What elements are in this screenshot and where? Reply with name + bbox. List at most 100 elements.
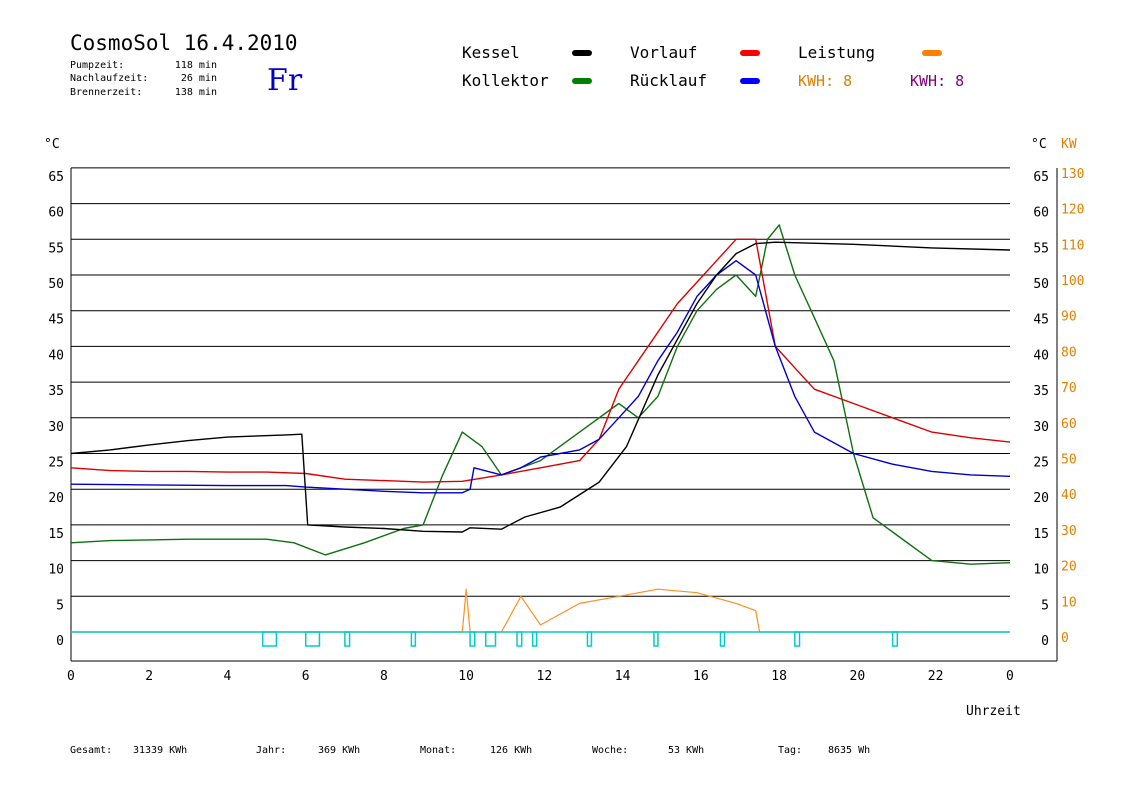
left-tick-label: 35 (48, 384, 64, 399)
legend-vorlauf-swatch (740, 50, 760, 56)
pump-marker (305, 631, 321, 647)
right-axis-unit-kw: KW (1061, 137, 1077, 152)
kw-tick-label: 130 (1061, 167, 1084, 182)
left-tick-label: 5 (56, 598, 64, 613)
footer-label: Jahr: (256, 745, 286, 756)
legend-kessel-label: Kessel (462, 43, 520, 62)
left-tick-label: 60 (48, 206, 64, 221)
left-tick-label: 20 (48, 491, 64, 506)
right-tick-label: 40 (1033, 348, 1049, 363)
x-tick-label: 12 (537, 669, 553, 684)
footer-value: 126 KWh (490, 745, 532, 756)
series-lines (70, 224, 1011, 633)
left-axis-unit: °C (44, 137, 60, 152)
right-tick-label: 65 (1033, 170, 1049, 185)
footer-label: Monat: (420, 745, 456, 756)
nachlaufzeit-value: 26 min (181, 73, 217, 84)
kw-tick-label: 120 (1061, 203, 1084, 218)
right-tick-label: 5 (1041, 598, 1049, 613)
kw-tick-label: 20 (1061, 560, 1077, 575)
kw-tick-label: 110 (1061, 238, 1084, 253)
left-tick-label: 65 (48, 170, 64, 185)
left-tick-label: 45 (48, 313, 64, 328)
right-tick-label: 15 (1033, 527, 1049, 542)
legend-kessel-swatch (572, 50, 592, 56)
left-tick-label: 50 (48, 277, 64, 292)
kw-tick-label: 30 (1061, 524, 1077, 539)
left-tick-label: 25 (48, 456, 64, 471)
legend-vorlauf-label: Vorlauf (630, 43, 697, 62)
pump-marker (891, 631, 899, 647)
legend-leistung-label: Leistung (798, 43, 875, 62)
right-tick-label: 25 (1033, 456, 1049, 471)
x-tick-label: 0 (67, 669, 75, 684)
x-tick-label: 20 (850, 669, 866, 684)
left-tick-label: 40 (48, 348, 64, 363)
pump-markers (71, 631, 1010, 647)
left-tick-label: 10 (48, 563, 64, 578)
right-tick-label: 35 (1033, 384, 1049, 399)
leistung-line (71, 588, 1010, 633)
legend-kollektor-swatch (572, 78, 592, 84)
x-tick-label: 16 (693, 669, 709, 684)
left-tick-label: 30 (48, 420, 64, 435)
ruecklauf-line (70, 260, 1011, 494)
footer-label: Woche: (592, 745, 628, 756)
kw-tick-label: 50 (1061, 453, 1077, 468)
legend-leistung-swatch (922, 50, 942, 56)
footer-value: 53 KWh (668, 745, 704, 756)
footer-value: 31339 KWh (133, 745, 187, 756)
legend-kwh-orange: KWH: 8 (798, 72, 852, 90)
kollektor-line (70, 224, 1011, 565)
left-tick-label: 0 (56, 634, 64, 649)
chart-title: CosmoSol 16.4.2010 (70, 31, 298, 55)
energy-footer: Gesamt: 31339 KWh Jahr: 369 KWh Monat: 126 KW… (70, 745, 870, 756)
kw-tick-label: 100 (1061, 274, 1084, 289)
right-tick-label: 10 (1033, 563, 1049, 578)
legend-kwh-purple: KWH: 8 (910, 72, 964, 90)
pump-marker (719, 631, 726, 647)
brennerzeit-label: Brennerzeit: (70, 87, 142, 98)
pump-marker (484, 631, 497, 647)
x-tick-label: 18 (771, 669, 787, 684)
kw-tick-label: 40 (1061, 488, 1077, 503)
right-tick-label: 50 (1033, 277, 1049, 292)
kw-tick-label: 0 (1061, 631, 1069, 646)
vorlauf-line (70, 238, 1011, 483)
legend-kollektor-label: Kollektor (462, 71, 549, 90)
x-tick-label: 10 (458, 669, 474, 684)
pumpzeit-value: 118 min (175, 60, 217, 71)
kw-tick-label: 90 (1061, 310, 1077, 325)
x-tick-labels: 0 2 4 6 8 10 12 14 16 18 20 22 0 (67, 669, 1014, 684)
pump-marker (344, 631, 351, 647)
left-tick-label: 15 (48, 527, 64, 542)
brennerzeit-value: 138 min (175, 87, 217, 98)
kw-tick-label: 70 (1061, 381, 1077, 396)
footer-label: Tag: (778, 745, 802, 756)
pump-marker (653, 631, 659, 647)
footer-value: 8635 Wh (828, 745, 870, 756)
pump-marker (516, 631, 523, 647)
kessel-line (70, 241, 1011, 533)
pump-marker (410, 631, 417, 647)
kw-tick-label: 80 (1061, 345, 1077, 360)
x-tick-label: 0 (1006, 669, 1014, 684)
left-tick-label: 55 (48, 241, 64, 256)
footer-value: 369 KWh (318, 745, 360, 756)
x-tick-label: 2 (145, 669, 153, 684)
right-tick-label: 0 (1041, 634, 1049, 649)
x-tick-label: 4 (224, 669, 232, 684)
pumpzeit-label: Pumpzeit: (70, 60, 124, 71)
x-axis-label: Uhrzeit (966, 704, 1021, 719)
kw-tick-label: 60 (1061, 417, 1077, 432)
right-tick-label: 45 (1033, 313, 1049, 328)
nachlaufzeit-label: Nachlaufzeit: (70, 73, 148, 84)
right-tick-label: 55 (1033, 241, 1049, 256)
right-tick-label: 30 (1033, 420, 1049, 435)
x-tick-label: 14 (615, 669, 631, 684)
pump-marker (794, 631, 801, 647)
pump-marker (531, 631, 538, 647)
grid-lines (70, 167, 1058, 662)
